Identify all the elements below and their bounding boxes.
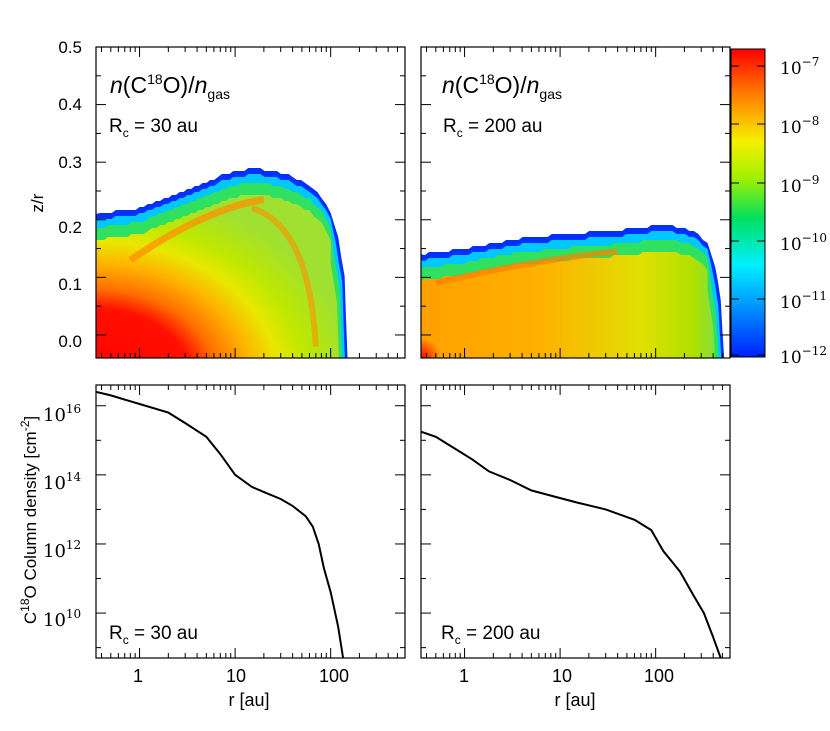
colorbar-label: 10−11 xyxy=(780,289,827,313)
y-axis-label-zr: z/r xyxy=(28,193,47,212)
tl-frame xyxy=(95,46,406,359)
bl-frame xyxy=(95,384,406,659)
panel-top-left: n(C18O)/ngas Rc = 30 au z/r 0.0 0.1 0.2 … xyxy=(28,38,406,359)
tl-ytick-label: 0.5 xyxy=(58,38,82,57)
tl-ytick-label: 0.1 xyxy=(58,275,82,294)
bl-ytick-label: 1010 xyxy=(43,607,81,631)
bl-annotation: Rc = 30 au xyxy=(109,623,198,647)
br-column-density-line xyxy=(421,430,722,658)
bl-xtick-label: 10 xyxy=(226,666,246,686)
br-annotation: Rc = 200 au xyxy=(441,623,541,647)
colorbar-label: 10−8 xyxy=(780,114,819,138)
tl-annotation: Rc = 30 au xyxy=(109,116,198,140)
br-ticks xyxy=(421,385,731,658)
tr-title: n(C18O)/ngas xyxy=(442,71,562,102)
tl-ytick-label: 0.4 xyxy=(58,95,82,114)
panel-bottom-left: Rc = 30 au C18O Column density [cm-2] 10… xyxy=(18,384,406,710)
panel-bottom-right: Rc = 200 au 1 10 100 r [au] xyxy=(420,384,731,710)
bl-xtick-label: 1 xyxy=(133,666,143,686)
tl-title: n(C18O)/ngas xyxy=(110,71,230,102)
panel-top-right: n(C18O)/ngas Rc = 200 au xyxy=(420,46,731,359)
br-frame xyxy=(420,384,731,659)
br-xtick-label: 10 xyxy=(552,666,572,686)
tl-ytick-label: 0.2 xyxy=(58,218,82,237)
colorbar-label: 10−12 xyxy=(780,344,827,368)
tl-y-tick-labels: 0.0 0.1 0.2 0.3 0.4 0.5 xyxy=(58,38,82,351)
colorbar-label: 10−9 xyxy=(780,173,819,197)
tl-ridge xyxy=(128,196,265,263)
tr-red-corner xyxy=(421,300,479,358)
colorbar-labels: 10−7 10−8 10−9 10−10 10−11 10−12 xyxy=(780,55,827,368)
tr-ridge xyxy=(435,248,618,287)
br-x-tick-labels: 1 10 100 xyxy=(459,666,674,686)
br-xtick-label: 100 xyxy=(644,666,674,686)
tl-ytick-label: 0.0 xyxy=(58,332,82,351)
tr-frame xyxy=(420,46,731,359)
bl-ticks xyxy=(96,385,406,658)
tl-ytick-label: 0.3 xyxy=(58,153,82,172)
tl-ticks xyxy=(96,46,406,358)
tr-ticks xyxy=(421,46,731,358)
br-xtick-label: 1 xyxy=(459,666,469,686)
tr-core xyxy=(421,252,717,358)
colorbar-gradient xyxy=(731,49,765,357)
bl-ytick-label: 1012 xyxy=(43,538,81,562)
tr-annotation: Rc = 200 au xyxy=(443,116,543,140)
bl-ytick-label: 1014 xyxy=(43,470,82,494)
br-x-axis-label: r [au] xyxy=(554,690,595,710)
bl-column-density-line xyxy=(96,390,345,658)
colorbar: 10−7 10−8 10−9 10−10 10−11 10−12 xyxy=(730,48,827,368)
colorbar-label: 10−10 xyxy=(780,231,827,255)
tl-core xyxy=(96,195,340,358)
bl-ytick-label: 1016 xyxy=(43,402,81,426)
bl-xtick-label: 100 xyxy=(319,666,349,686)
bl-x-tick-labels: 1 10 100 xyxy=(133,666,349,686)
tl-ridge-vertical xyxy=(250,205,319,347)
bl-x-axis-label: r [au] xyxy=(228,690,269,710)
colorbar-frame xyxy=(730,48,766,358)
colorbar-ticks xyxy=(731,65,765,356)
colorbar-label: 10−7 xyxy=(780,55,819,79)
y-axis-label-column-density: C18O Column density [cm-2] xyxy=(18,416,40,624)
bl-y-tick-labels: 1010 1012 1014 1016 xyxy=(43,402,82,631)
